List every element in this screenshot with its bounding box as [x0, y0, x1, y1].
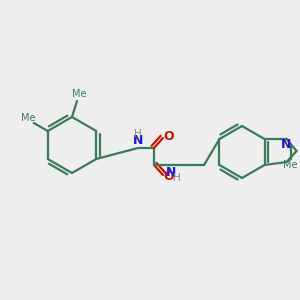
- Text: O: O: [164, 130, 174, 143]
- Text: Me: Me: [20, 113, 35, 123]
- Text: N: N: [281, 139, 292, 152]
- Text: N: N: [133, 134, 143, 148]
- Text: Me: Me: [72, 89, 86, 99]
- Text: N: N: [166, 166, 176, 178]
- Text: O: O: [164, 169, 174, 182]
- Text: H: H: [134, 129, 142, 139]
- Text: H: H: [173, 173, 181, 183]
- Text: Me: Me: [283, 160, 298, 170]
